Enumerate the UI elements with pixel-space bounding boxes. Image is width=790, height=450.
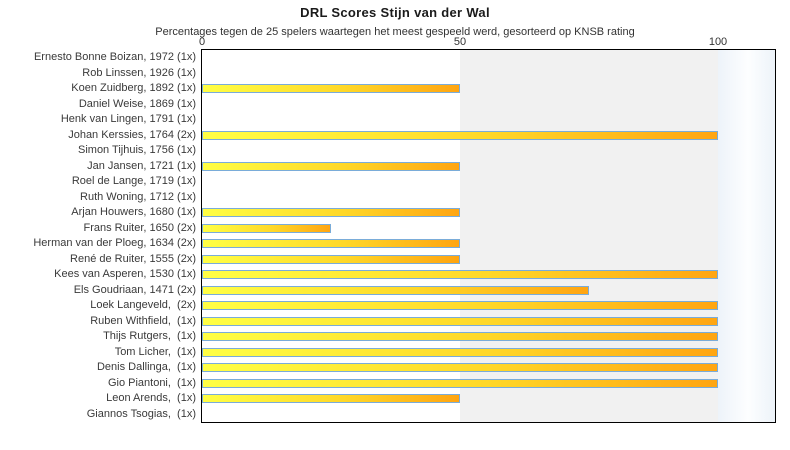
score-bar: [202, 285, 589, 295]
score-bar: [202, 223, 331, 233]
score-bar: [202, 84, 460, 94]
y-axis-label: Henk van Lingen, 1791 (1x): [60, 113, 196, 125]
y-axis-label: Johan Kerssies, 1764 (2x): [68, 128, 196, 141]
y-axis-label: Gio Piantoni, (1x): [107, 376, 196, 389]
y-axis-label: Ruth Woning, 1712 (1x): [80, 190, 196, 203]
y-axis-label: Roel de Lange, 1719 (1x): [71, 175, 196, 187]
score-bar: [202, 394, 460, 404]
score-bar: [202, 208, 460, 218]
y-axis-label: Rob Linssen, 1926 (1x): [82, 66, 196, 79]
y-axis-label: Ernesto Bonne Boizan, 1972 (1x): [33, 51, 196, 63]
y-axis-label: Simon Tijhuis, 1756 (1x): [78, 144, 196, 156]
y-axis-label: Arjan Houwers, 1680 (1x): [71, 206, 196, 218]
y-axis-label: Giannos Tsogias, (1x): [86, 407, 196, 420]
chart-title: DRL Scores Stijn van der Wal: [300, 5, 490, 20]
x-tick-label: 100: [708, 36, 728, 48]
x-axis: 0 50 100: [0, 36, 790, 49]
y-axis-label: Frans Ruiter, 1650 (2x): [83, 221, 197, 234]
y-axis-label: Jan Jansen, 1721 (1x): [87, 159, 196, 172]
score-bar: [202, 378, 718, 388]
score-bar: [202, 332, 718, 342]
score-bar: [202, 254, 460, 264]
y-axis-label: Herman van der Ploeg, 1634 (2x): [33, 237, 196, 249]
x-tick-label: 0: [198, 36, 206, 48]
y-axis-label: René de Ruiter, 1555 (2x): [70, 252, 196, 265]
y-axis-label: Leon Arends, (1x): [106, 392, 196, 404]
score-bar: [202, 161, 460, 171]
score-bar: [202, 301, 718, 311]
score-bar: [202, 270, 718, 280]
score-bar: [202, 347, 718, 357]
plot-area: [201, 49, 776, 423]
y-axis-label: Koen Zuidberg, 1892 (1x): [71, 82, 196, 94]
x-tick-label: 50: [453, 36, 467, 48]
y-axis-label: Ruben Withfield, (1x): [90, 314, 196, 327]
y-axis-label: Tom Licher, (1x): [114, 345, 196, 358]
y-axis-label: Loek Langeveld, (2x): [90, 299, 196, 311]
score-bar: [202, 130, 718, 140]
score-bar: [202, 239, 460, 249]
score-bar: [202, 316, 718, 326]
y-axis-label: Kees van Asperen, 1530 (1x): [54, 268, 196, 280]
y-axis-label: Thijs Rutgers, (1x): [103, 330, 196, 342]
chart-subtitle: Percentages tegen de 25 spelers waartege…: [155, 26, 635, 38]
y-axis-label: Els Goudriaan, 1471 (2x): [73, 283, 196, 296]
y-axis-label: Daniel Weise, 1869 (1x): [78, 97, 196, 110]
score-bar: [202, 363, 718, 373]
y-axis-label: Denis Dallinga, (1x): [96, 361, 196, 373]
